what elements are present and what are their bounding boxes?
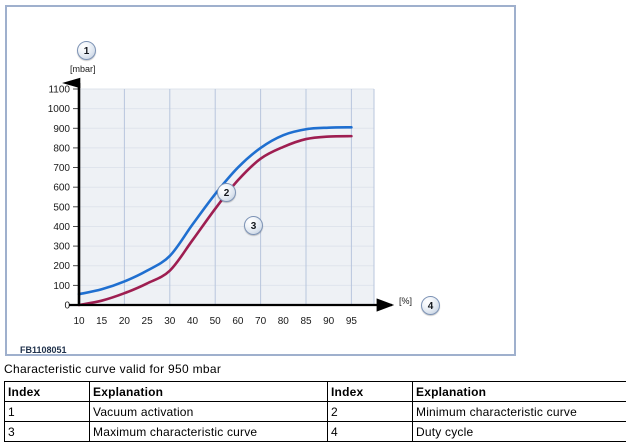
x-tick-85: 85 bbox=[300, 316, 312, 327]
x-tick-60: 60 bbox=[232, 316, 244, 327]
x-tick-50: 50 bbox=[210, 316, 222, 327]
y-tick-800: 800 bbox=[53, 143, 70, 154]
x-tick-95: 95 bbox=[346, 316, 358, 327]
y-tick-1000: 1000 bbox=[48, 104, 71, 115]
header-explanation-right: Explanation bbox=[412, 381, 626, 402]
cell-explanation-1: Vacuum activation bbox=[89, 401, 328, 422]
callout-bubble-1[interactable]: 1 bbox=[77, 41, 96, 60]
x-tick-15: 15 bbox=[96, 316, 108, 327]
cell-index-4: 4 bbox=[327, 421, 413, 442]
y-tick-200: 200 bbox=[53, 261, 70, 272]
callout-bubble-4[interactable]: 4 bbox=[421, 296, 440, 315]
x-axis-tick-labels: 10 15 20 25 30 40 50 60 70 80 85 90 95 bbox=[73, 316, 357, 327]
x-axis-unit-label: [%] bbox=[399, 296, 413, 306]
x-tick-80: 80 bbox=[278, 316, 290, 327]
figure-id-label: FB1108051 bbox=[20, 345, 67, 355]
x-tick-30: 30 bbox=[164, 316, 176, 327]
cell-index-3: 3 bbox=[4, 421, 90, 442]
header-index-left: Index bbox=[4, 381, 90, 402]
x-tick-25: 25 bbox=[142, 316, 154, 327]
y-tick-100: 100 bbox=[53, 281, 70, 292]
y-tick-900: 900 bbox=[53, 124, 70, 135]
table-row: 3 Maximum characteristic curve 4 Duty cy… bbox=[4, 421, 626, 442]
figure-caption: Characteristic curve valid for 950 mbar bbox=[4, 362, 222, 376]
y-tick-1100: 1100 bbox=[48, 85, 70, 96]
horizontal-gridlines bbox=[79, 88, 374, 286]
vertical-gridlines bbox=[123, 89, 375, 305]
callout-bubble-2[interactable]: 2 bbox=[217, 183, 236, 202]
y-tick-700: 700 bbox=[53, 163, 70, 174]
cell-explanation-4: Duty cycle bbox=[412, 421, 626, 442]
y-axis-unit-label: [mbar] bbox=[70, 64, 96, 74]
table-header-row: Index Explanation Index Explanation bbox=[4, 381, 626, 402]
table-row: 1 Vacuum activation 2 Minimum characteri… bbox=[4, 401, 626, 422]
y-tick-0: 0 bbox=[64, 301, 70, 312]
x-tick-20: 20 bbox=[119, 316, 131, 327]
y-tick-600: 600 bbox=[53, 183, 70, 194]
y-tick-300: 300 bbox=[53, 242, 70, 253]
min-characteristic-curve-line bbox=[77, 134, 353, 307]
header-index-right: Index bbox=[327, 381, 413, 402]
callout-bubble-3[interactable]: 3 bbox=[244, 216, 263, 235]
cell-explanation-2: Minimum characteristic curve bbox=[412, 401, 626, 422]
y-tick-400: 400 bbox=[53, 222, 70, 233]
cell-index-1: 1 bbox=[4, 401, 90, 422]
cell-explanation-3: Maximum characteristic curve bbox=[89, 421, 328, 442]
characteristic-curve-chart: 1100 1000 900 800 700 600 500 400 300 20… bbox=[48, 77, 395, 327]
y-axis-tick-labels: 1100 1000 900 800 700 600 500 400 300 20… bbox=[48, 85, 71, 312]
x-tick-70: 70 bbox=[255, 316, 267, 327]
max-characteristic-curve-line bbox=[77, 125, 353, 296]
x-tick-10: 10 bbox=[73, 316, 85, 327]
x-tick-40: 40 bbox=[187, 316, 199, 327]
y-tick-500: 500 bbox=[53, 202, 70, 213]
y-axis-tick-marks bbox=[73, 88, 78, 306]
index-explanation-table: Index Explanation Index Explanation 1 Va… bbox=[4, 381, 626, 442]
cell-index-2: 2 bbox=[327, 401, 413, 422]
figure-frame: 1100 1000 900 800 700 600 500 400 300 20… bbox=[5, 5, 516, 356]
header-explanation-left: Explanation bbox=[89, 381, 328, 402]
x-tick-90: 90 bbox=[323, 316, 335, 327]
